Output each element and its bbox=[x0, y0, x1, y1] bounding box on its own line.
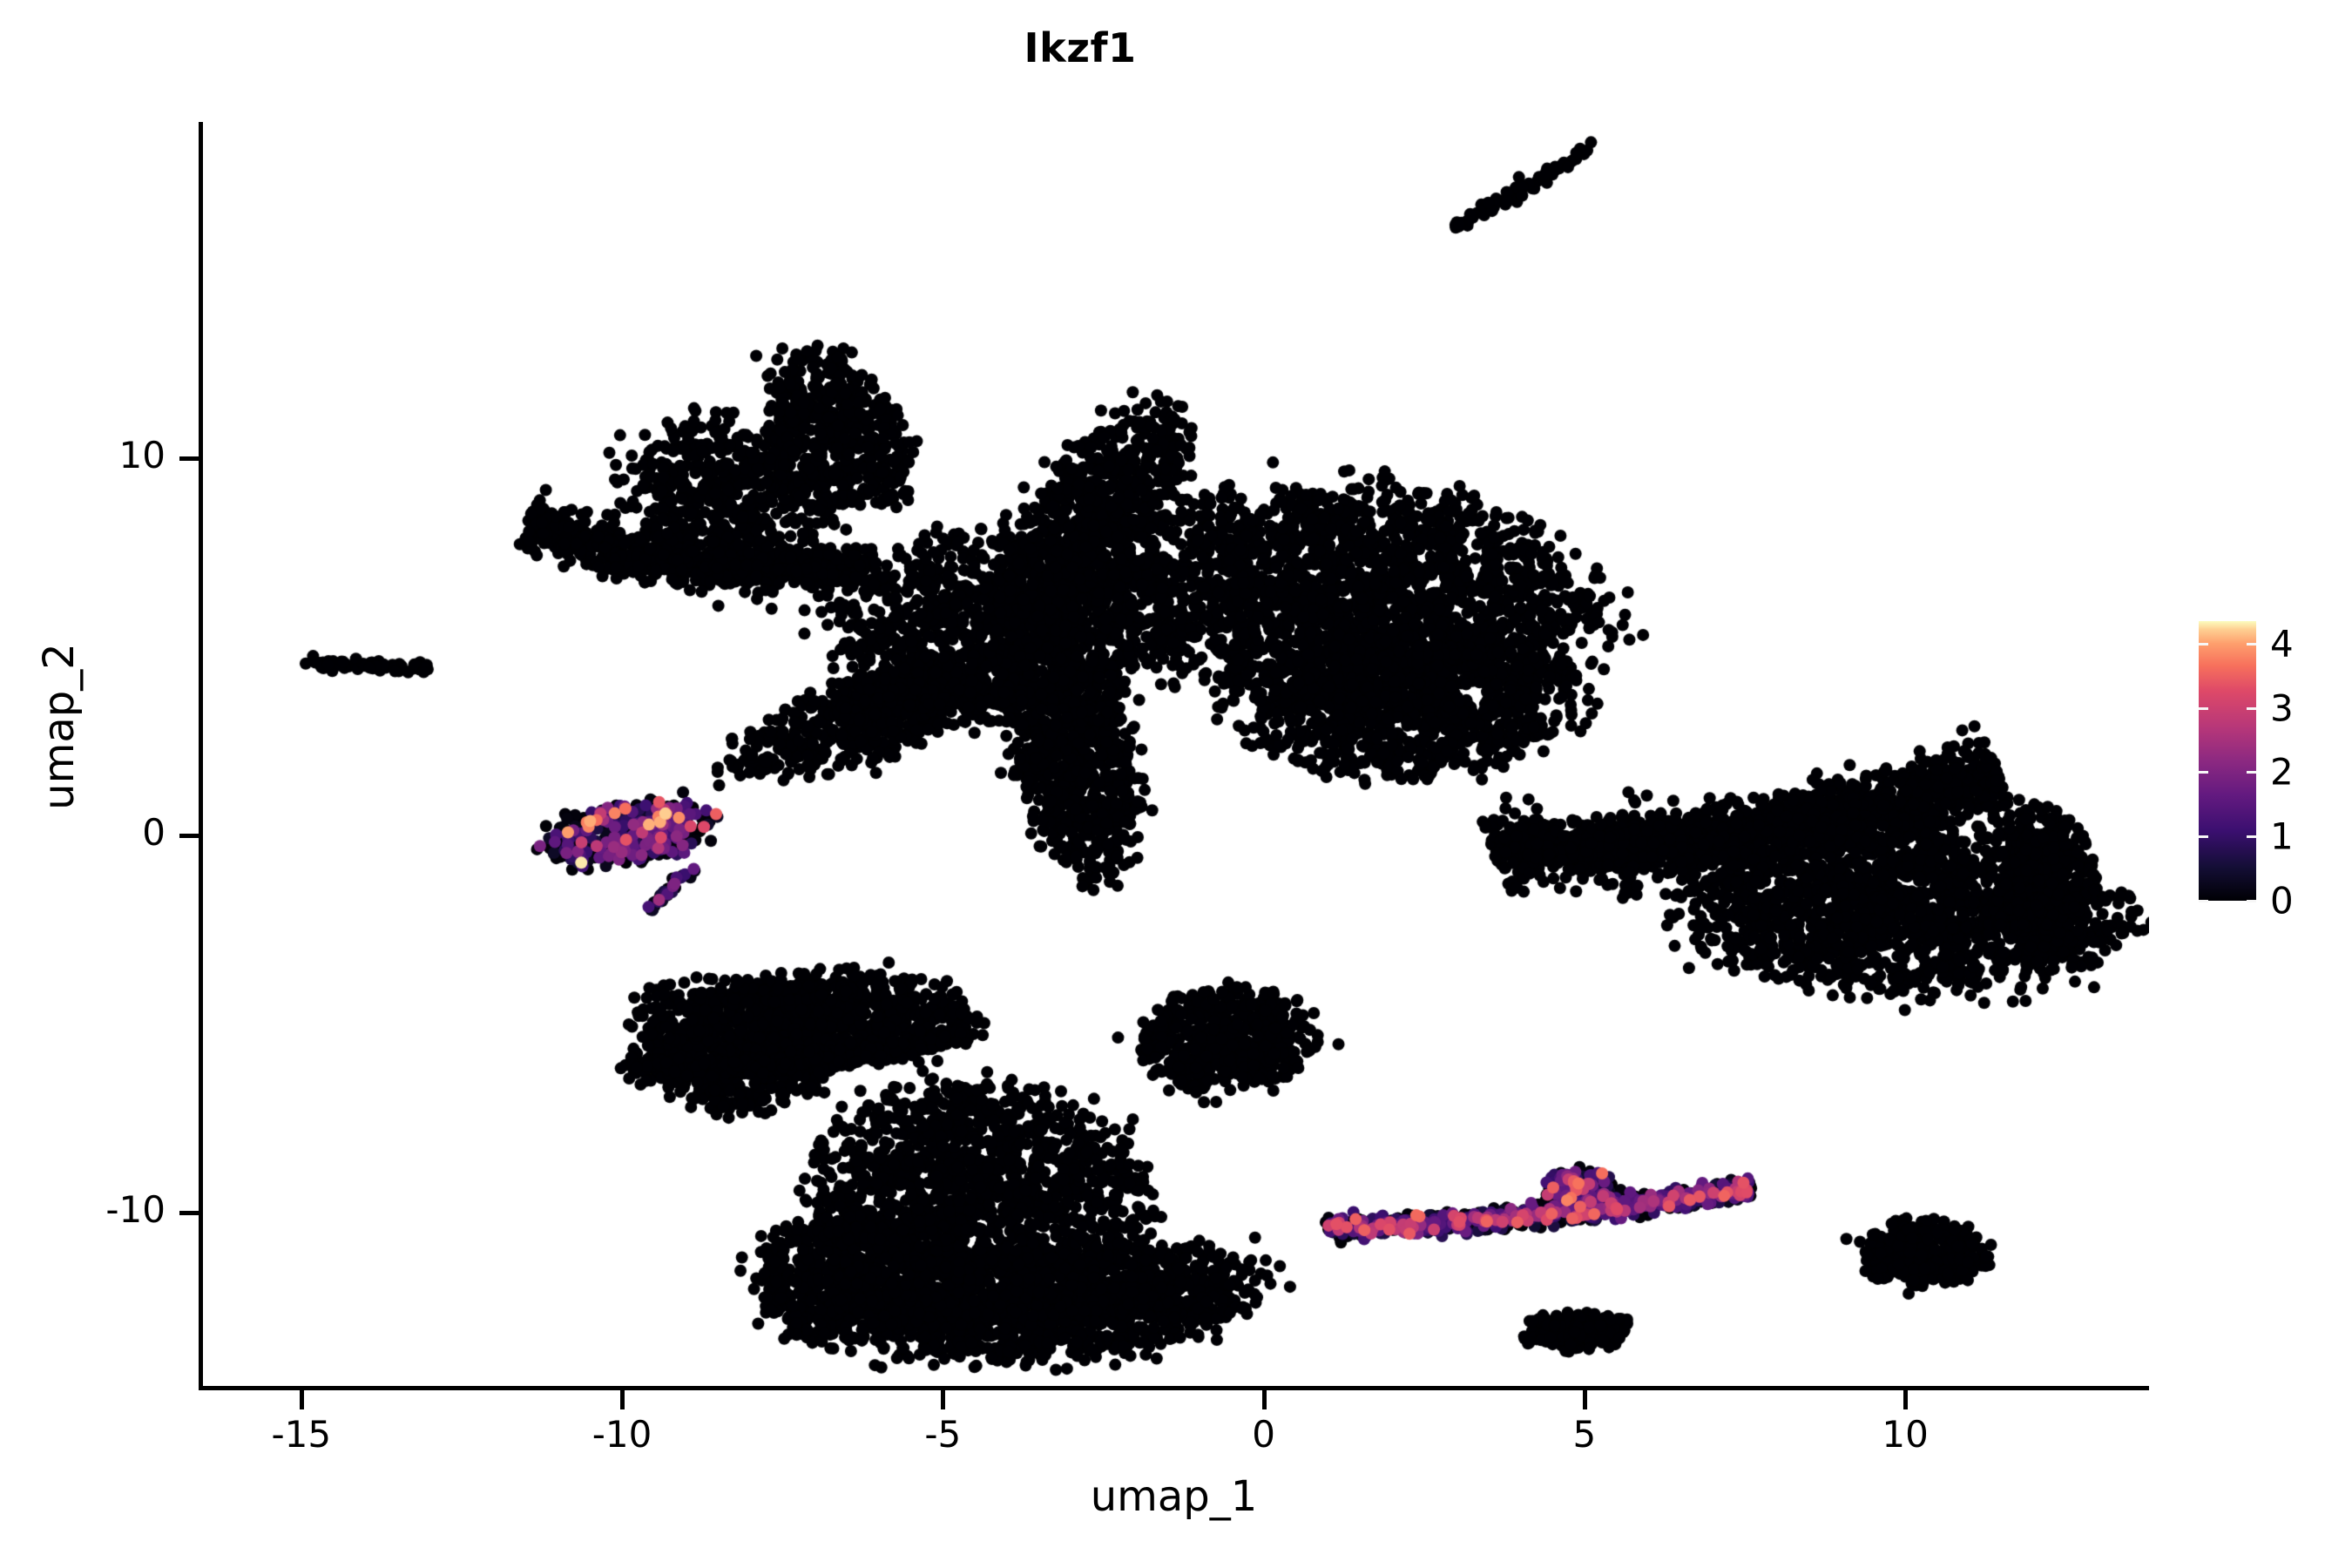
x-tick-label: 10 bbox=[1882, 1413, 1929, 1456]
y-axis-label: umap_2 bbox=[35, 643, 84, 810]
colorbar-tick-label: 3 bbox=[2270, 686, 2294, 730]
colorbar-tick-mark bbox=[2247, 900, 2256, 902]
colorbar bbox=[2199, 621, 2256, 901]
y-tick-mark bbox=[179, 1211, 199, 1216]
x-tick-mark bbox=[299, 1390, 304, 1409]
colorbar-tick-mark bbox=[2199, 900, 2208, 902]
x-tick-label: 5 bbox=[1572, 1413, 1597, 1456]
colorbar-tick-label: 4 bbox=[2270, 622, 2294, 666]
x-axis-label: umap_1 bbox=[1090, 1472, 1258, 1521]
y-tick-label: -10 bbox=[105, 1188, 166, 1232]
scatter-plot-points bbox=[199, 122, 2149, 1390]
y-tick-mark bbox=[179, 834, 199, 838]
colorbar-tick-label: 2 bbox=[2270, 750, 2294, 794]
colorbar-gradient bbox=[2199, 621, 2256, 901]
x-tick-mark bbox=[941, 1390, 946, 1409]
x-tick-mark bbox=[1903, 1390, 1909, 1409]
colorbar-tick-mark bbox=[2247, 771, 2256, 774]
colorbar-tick-mark bbox=[2247, 706, 2256, 710]
y-tick-mark bbox=[179, 456, 199, 461]
colorbar-tick-mark bbox=[2247, 642, 2256, 645]
x-tick-mark bbox=[1582, 1390, 1587, 1409]
colorbar-tick-label: 1 bbox=[2270, 814, 2294, 858]
y-tick-label: 0 bbox=[142, 811, 166, 854]
x-tick-mark bbox=[620, 1390, 625, 1409]
x-tick-label: -15 bbox=[271, 1413, 332, 1456]
y-tick-label: 10 bbox=[118, 433, 166, 476]
colorbar-tick-label: 0 bbox=[2270, 879, 2294, 923]
x-tick-label: -5 bbox=[924, 1413, 962, 1456]
colorbar-tick-mark bbox=[2199, 642, 2208, 645]
page-title: Ikzf1 bbox=[1024, 24, 1137, 71]
x-tick-label: 0 bbox=[1252, 1413, 1275, 1456]
colorbar-tick-mark bbox=[2199, 771, 2208, 774]
colorbar-tick-mark bbox=[2199, 706, 2208, 710]
colorbar-tick-mark bbox=[2247, 835, 2256, 839]
x-tick-mark bbox=[1261, 1390, 1267, 1409]
x-tick-label: -10 bbox=[591, 1413, 652, 1456]
colorbar-tick-mark bbox=[2199, 835, 2208, 839]
